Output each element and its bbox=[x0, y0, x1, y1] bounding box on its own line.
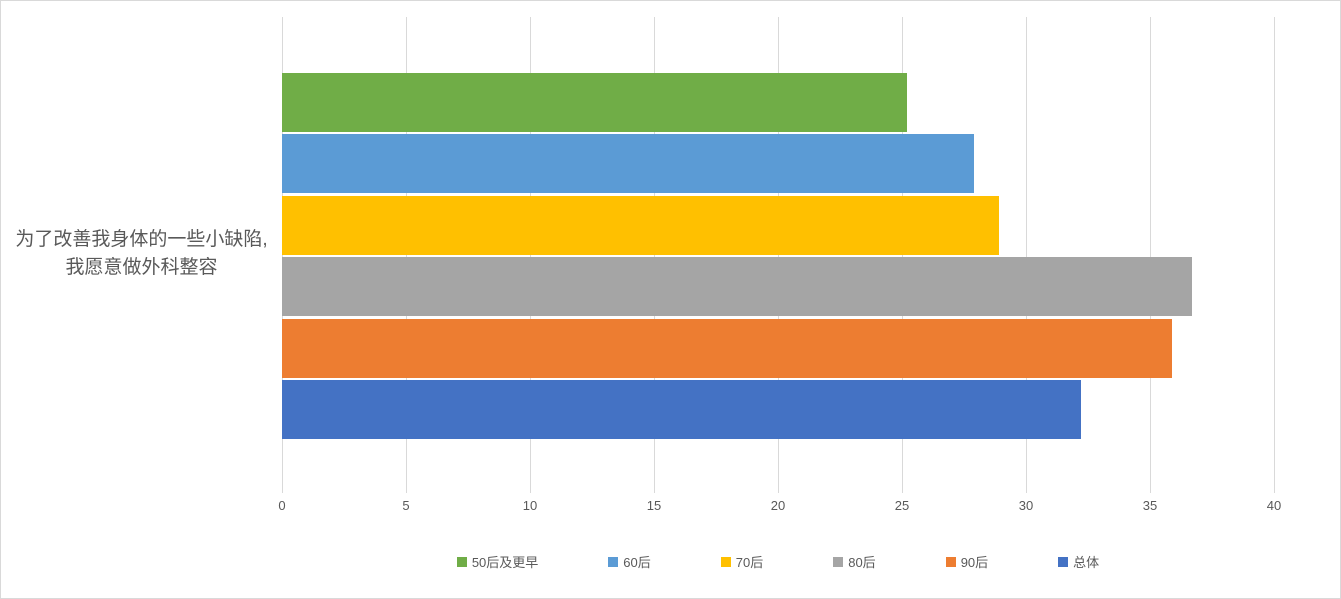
bar-总体[interactable] bbox=[282, 379, 1081, 439]
x-tick-label-40: 40 bbox=[1266, 498, 1282, 513]
legend-marker-70后 bbox=[720, 556, 731, 567]
category-label-line-2: 我愿意做外科整容 bbox=[65, 257, 218, 278]
legend-marker-60后 bbox=[608, 556, 619, 567]
legend-item-50后及更早[interactable]: 50后及更早 bbox=[456, 552, 539, 571]
bar-80后[interactable] bbox=[282, 257, 1193, 317]
gridline-30 bbox=[1026, 17, 1027, 493]
legend-marker-80后 bbox=[833, 556, 844, 567]
category-axis-label: 为了改善我身体的一些小缺陷, 我愿意做外科整容 bbox=[1, 226, 282, 282]
legend-label-50后及更早: 50后及更早 bbox=[471, 555, 539, 570]
gridline-0 bbox=[282, 17, 283, 493]
x-tick-label-25: 25 bbox=[894, 498, 910, 513]
legend-label-70后: 70后 bbox=[735, 555, 764, 570]
x-tick-label-5: 5 bbox=[402, 498, 410, 513]
x-tick-label-35: 35 bbox=[1142, 498, 1158, 513]
legend-label-总体: 总体 bbox=[1073, 555, 1100, 570]
legend-item-60后[interactable]: 60后 bbox=[608, 552, 651, 571]
legend-marker-总体 bbox=[1058, 556, 1069, 567]
x-tick-label-15: 15 bbox=[646, 498, 662, 513]
legend-item-80后[interactable]: 80后 bbox=[833, 552, 876, 571]
gridline-35 bbox=[1150, 17, 1151, 493]
gridline-40 bbox=[1274, 17, 1275, 493]
gridline-20 bbox=[778, 17, 779, 493]
bar-90后[interactable] bbox=[282, 318, 1173, 378]
gridline-15 bbox=[654, 17, 655, 493]
category-label-line-1: 为了改善我身体的一些小缺陷, bbox=[15, 229, 268, 250]
legend-label-60后: 60后 bbox=[623, 555, 651, 570]
bar-70后[interactable] bbox=[282, 195, 999, 255]
x-tick-label-30: 30 bbox=[1018, 498, 1034, 513]
legend-marker-50后及更早 bbox=[456, 556, 467, 567]
bar-50后及更早[interactable] bbox=[282, 73, 907, 132]
legend-label-90后: 90后 bbox=[960, 555, 989, 570]
legend-marker-90后 bbox=[945, 556, 956, 567]
x-tick-label-0: 0 bbox=[278, 498, 286, 513]
x-axis-tick-labels: 0 5 10 15 20 25 30 35 40 bbox=[278, 498, 1281, 514]
legend-item-总体[interactable]: 总体 bbox=[1058, 552, 1099, 571]
bar-60后[interactable] bbox=[282, 134, 974, 194]
legend-item-90后[interactable]: 90后 bbox=[945, 552, 989, 571]
legend-item-70后[interactable]: 70后 bbox=[720, 552, 764, 571]
plot-area bbox=[282, 17, 1275, 493]
gridline-10 bbox=[530, 17, 531, 493]
gridline-5 bbox=[406, 17, 407, 493]
x-tick-label-20: 20 bbox=[770, 498, 786, 513]
gridline-25 bbox=[902, 17, 903, 493]
x-tick-label-10: 10 bbox=[522, 498, 538, 513]
legend: 50后及更早 60后 70后 80后 90后 总体 bbox=[282, 552, 1274, 571]
bars-group bbox=[282, 73, 1274, 439]
legend-label-80后: 80后 bbox=[848, 555, 876, 570]
